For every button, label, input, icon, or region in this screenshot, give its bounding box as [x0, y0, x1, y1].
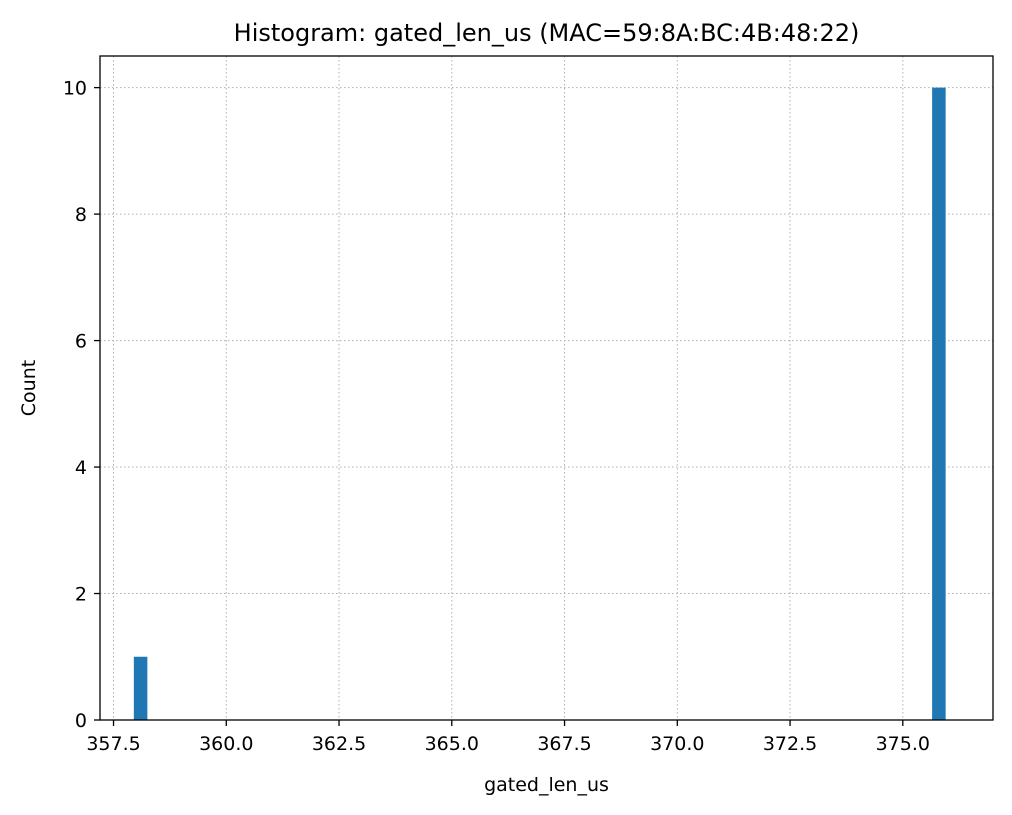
histogram-bars [133, 87, 946, 721]
x-tick-label: 357.5 [86, 733, 140, 755]
y-tick-label: 8 [75, 204, 87, 226]
y-tick-label: 4 [75, 457, 87, 479]
x-tick-label: 367.5 [537, 733, 591, 755]
histogram-bar [932, 87, 946, 721]
chart-title: Histogram: gated_len_us (MAC=59:8A:BC:4B… [234, 19, 860, 47]
y-tick-label: 6 [75, 331, 87, 353]
x-tick-label: 360.0 [199, 733, 253, 755]
plot-frame [99, 55, 994, 721]
y-tick-label: 10 [63, 78, 87, 100]
x-tick-label: 372.5 [763, 733, 817, 755]
y-tick-label: 2 [75, 584, 87, 606]
y-axis-label: Count [18, 360, 40, 416]
x-tick-label: 375.0 [876, 733, 930, 755]
y-axis-ticks: 0 2 4 6 8 10 [63, 78, 100, 732]
x-tick-label: 370.0 [650, 733, 704, 755]
x-axis-ticks: 357.5 360.0 362.5 365.0 367.5 370.0 372.5 375.0 [86, 720, 930, 755]
x-tick-label: 365.0 [425, 733, 479, 755]
x-tick-label: 362.5 [312, 733, 366, 755]
y-tick-label: 0 [75, 710, 87, 732]
grid-lines [100, 56, 993, 721]
x-axis-label: gated_len_us [484, 774, 609, 796]
histogram-bar [133, 656, 148, 720]
